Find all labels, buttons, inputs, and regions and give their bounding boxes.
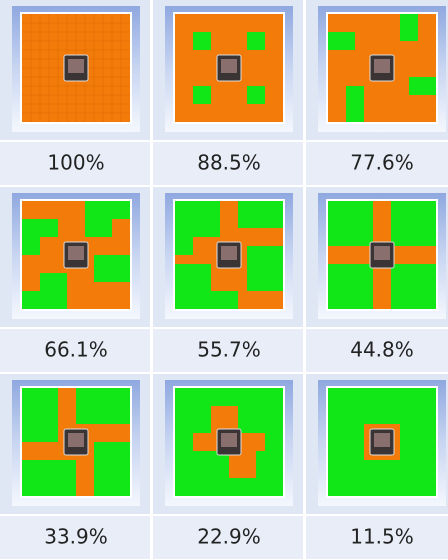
tile-grid: 100% 88.5% 77.6% 66.1% 55.7% 44.8% 33.9% 22.9% 1… — [0, 0, 448, 560]
robot-icon-face — [374, 59, 390, 73]
tile: 88.5% — [153, 0, 303, 185]
tile-patch — [409, 77, 436, 95]
tile: 44.8% — [306, 187, 448, 372]
robot-icon-face — [68, 433, 84, 447]
tile-patch — [175, 237, 193, 255]
tile-patch — [22, 219, 58, 237]
robot-icon-face — [374, 246, 390, 260]
tile: 11.5% — [306, 374, 448, 559]
tile-patch — [193, 86, 211, 104]
robot-icon-face — [68, 59, 84, 73]
tile-patch — [40, 273, 67, 309]
percent-label: 55.7% — [197, 338, 261, 362]
percent-label: 33.9% — [44, 525, 108, 549]
tile-patch — [400, 14, 418, 41]
tile-patch — [94, 255, 130, 282]
percent-label: 11.5% — [350, 525, 414, 549]
robot-icon-face — [221, 59, 237, 73]
percent-label: 100% — [47, 151, 104, 175]
tile: 22.9% — [153, 374, 303, 559]
tile-patch — [328, 201, 373, 246]
tile-patch — [193, 32, 211, 50]
tile: 77.6% — [306, 0, 448, 185]
tile-patch — [175, 201, 220, 237]
percent-label: 44.8% — [350, 338, 414, 362]
tile-patch — [328, 32, 355, 50]
tile: 33.9% — [0, 374, 150, 559]
robot-icon-face — [374, 433, 390, 447]
tile-patch — [238, 201, 283, 228]
tile-patch — [346, 86, 364, 122]
tile-patch — [22, 237, 40, 255]
tile-patch — [112, 201, 130, 219]
tile: 66.1% — [0, 187, 150, 372]
tile-patch — [328, 264, 373, 309]
robot-icon-face — [221, 246, 237, 260]
tile: 55.7% — [153, 187, 303, 372]
tile-patch — [211, 291, 238, 309]
robot-icon-face — [221, 433, 237, 447]
percent-label: 88.5% — [197, 151, 261, 175]
tile-patch — [247, 246, 283, 291]
percent-label: 77.6% — [350, 151, 414, 175]
tile-patch — [22, 291, 40, 309]
tile-patch — [391, 264, 436, 309]
tile-patch — [247, 86, 265, 104]
tile-patch — [247, 32, 265, 50]
tile: 100% — [0, 0, 150, 185]
percent-label: 66.1% — [44, 338, 108, 362]
tile-patch — [175, 264, 211, 309]
percent-label: 22.9% — [197, 525, 261, 549]
tile-patch — [85, 201, 112, 237]
robot-icon-face — [68, 246, 84, 260]
tile-patch — [391, 201, 436, 246]
